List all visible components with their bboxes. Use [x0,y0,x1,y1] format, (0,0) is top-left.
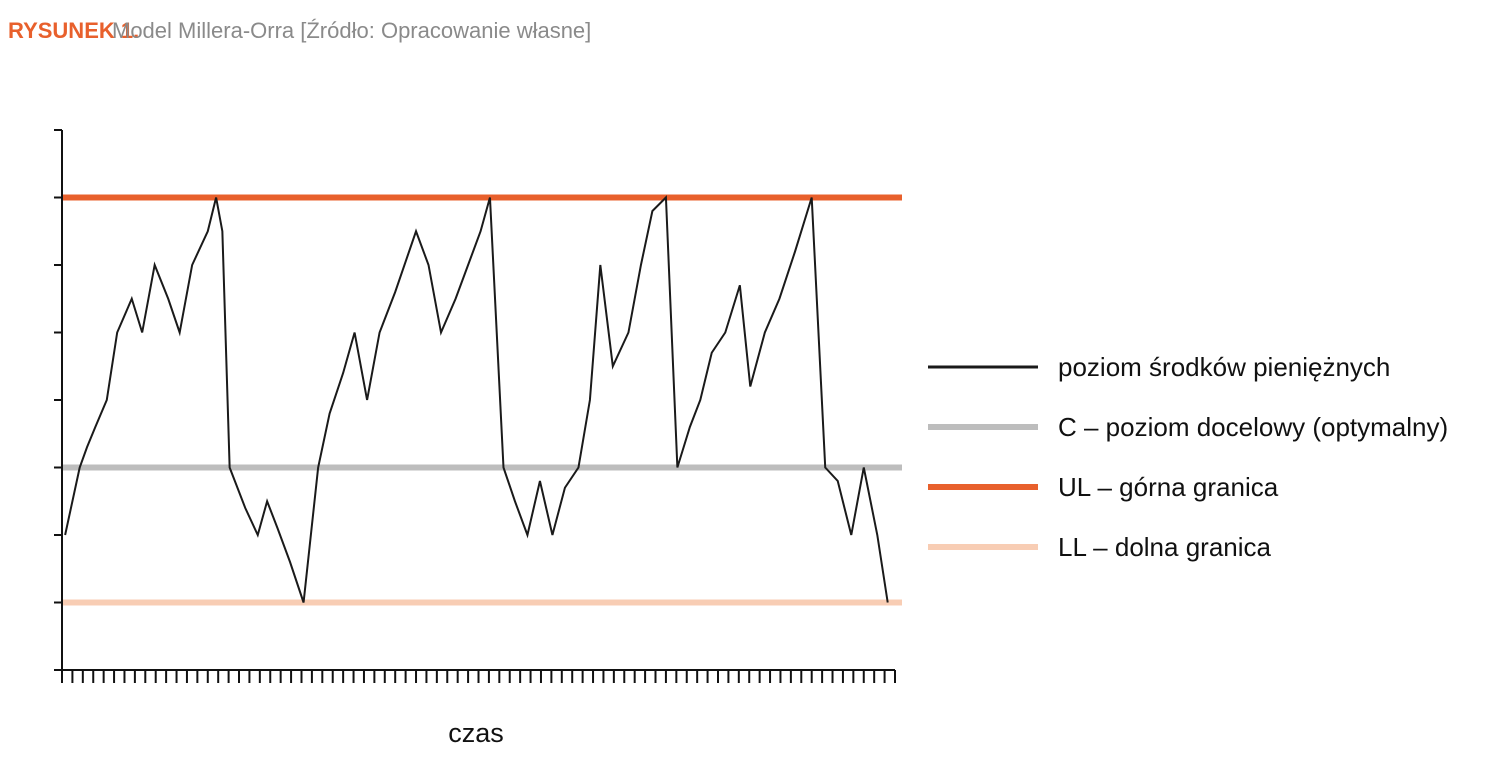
chart-title: Model Millera-Orra [Źródło: Opracowanie … [112,18,591,43]
legend-label: C – poziom docelowy (optymalny) [1058,412,1448,442]
figure-label: RYSUNEK 1. [8,18,139,43]
x-axis-label: czas [448,718,504,748]
legend-label: UL – górna granica [1058,472,1279,502]
legend-label: LL – dolna granica [1058,532,1272,562]
legend-label: poziom środków pieniężnych [1058,352,1390,382]
data-line [64,195,889,603]
